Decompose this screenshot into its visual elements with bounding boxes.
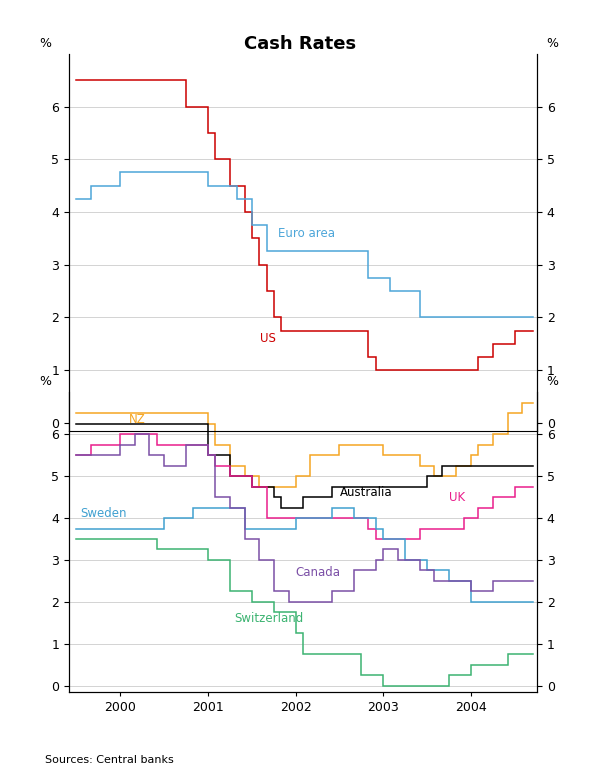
- Text: US: US: [260, 332, 276, 345]
- Text: UK: UK: [449, 491, 466, 504]
- Text: Sources: Central banks: Sources: Central banks: [45, 755, 174, 765]
- Text: Australia: Australia: [340, 486, 392, 499]
- Text: Cash Rates: Cash Rates: [244, 35, 356, 52]
- Text: Canada: Canada: [296, 566, 341, 579]
- Text: Japan: Japan: [155, 396, 188, 409]
- Text: %: %: [39, 375, 51, 388]
- Text: Euro area: Euro area: [278, 227, 335, 239]
- Text: %: %: [39, 37, 51, 50]
- Text: NZ: NZ: [129, 413, 145, 426]
- Text: %: %: [546, 37, 558, 50]
- Text: %: %: [546, 375, 558, 388]
- Text: Sweden: Sweden: [80, 508, 127, 521]
- Text: Switzerland: Switzerland: [234, 612, 304, 625]
